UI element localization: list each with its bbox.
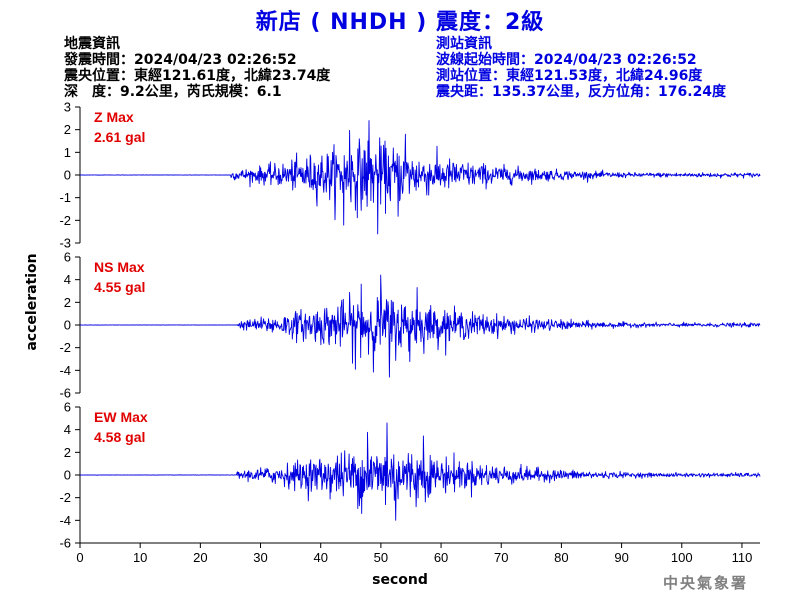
max-label-ew: EW Max xyxy=(94,409,148,425)
x-axis-label: second xyxy=(372,572,428,588)
max-label-ns: NS Max xyxy=(94,259,145,275)
depth-magnitude: 深 度：9.2公里，芮氏規模：6.1 xyxy=(64,84,282,100)
y-tick-label-z: 3 xyxy=(64,100,71,115)
y-tick-label-z: 0 xyxy=(64,168,71,183)
y-tick-label-ew: 0 xyxy=(64,468,71,483)
x-tick-label: 60 xyxy=(434,550,448,565)
x-tick-label: 100 xyxy=(671,550,693,565)
waveform-z xyxy=(79,120,761,235)
y-tick-label-ns: -2 xyxy=(59,340,71,355)
epicenter-location: 震央位置：東經121.61度，北緯23.74度 xyxy=(64,68,331,84)
max-value-ns: 4.55 gal xyxy=(94,279,145,295)
station-info-heading: 測站資訊 xyxy=(436,36,492,52)
x-tick-label: 50 xyxy=(374,550,388,565)
epicentral-distance: 震央距：135.37公里，反方位角：176.24度 xyxy=(436,84,727,100)
y-tick-label-ns: 6 xyxy=(64,250,71,265)
y-tick-label-ew: 6 xyxy=(64,400,71,415)
chart-title: 新店 ( NHDH ) 震度：2級 xyxy=(255,10,545,35)
station-info-block: 測站資訊 波線起始時間：2024/04/23 02:26:52 測站位置：東經1… xyxy=(436,36,726,100)
x-tick-label: 70 xyxy=(494,550,508,565)
y-tick-label-ns: 2 xyxy=(64,295,71,310)
y-tick-label-ew: -6 xyxy=(59,536,71,551)
wave-start-time: 波線起始時間：2024/04/23 02:26:52 xyxy=(436,52,697,68)
y-tick-label-ns: 0 xyxy=(64,318,71,333)
x-tick-label: 90 xyxy=(614,550,628,565)
y-tick-label-ew: 4 xyxy=(64,422,71,437)
y-axis-label: acceleration xyxy=(24,253,40,351)
x-tick-label: 0 xyxy=(76,550,83,565)
x-tick-label: 110 xyxy=(732,550,753,565)
y-tick-label-ns: -6 xyxy=(59,386,71,401)
y-tick-label-z: 2 xyxy=(64,122,71,137)
agency-credit: 中央氣象署 xyxy=(662,574,748,592)
quake-info-heading: 地震資訊 xyxy=(64,36,120,52)
origin-time: 發震時間：2024/04/23 02:26:52 xyxy=(64,52,297,68)
x-tick-label: 10 xyxy=(133,550,147,565)
max-label-z: Z Max xyxy=(94,109,134,125)
station-location: 測站位置：東經121.53度，北緯24.96度 xyxy=(436,68,703,84)
y-tick-label-ns: -4 xyxy=(59,363,71,378)
y-tick-label-ew: -2 xyxy=(59,490,71,505)
y-tick-label-z: -1 xyxy=(59,190,71,205)
y-tick-label-ew: -4 xyxy=(59,513,71,528)
y-tick-label-z: 1 xyxy=(64,145,71,160)
x-tick-label: 80 xyxy=(554,550,568,565)
waveform-ew xyxy=(80,422,761,521)
max-value-ew: 4.58 gal xyxy=(94,429,145,445)
y-tick-label-ns: 4 xyxy=(64,272,71,287)
x-tick-label: 20 xyxy=(193,550,207,565)
waveform-ns xyxy=(80,274,761,378)
y-tick-label-z: -2 xyxy=(59,213,71,228)
quake-info-block: 地震資訊 發震時間：2024/04/23 02:26:52 震央位置：東經121… xyxy=(64,36,330,100)
x-tick-label: 30 xyxy=(253,550,267,565)
max-value-z: 2.61 gal xyxy=(94,129,145,145)
y-tick-label-ew: 2 xyxy=(64,445,71,460)
x-tick-label: 40 xyxy=(313,550,327,565)
y-tick-label-z: -3 xyxy=(59,236,71,251)
